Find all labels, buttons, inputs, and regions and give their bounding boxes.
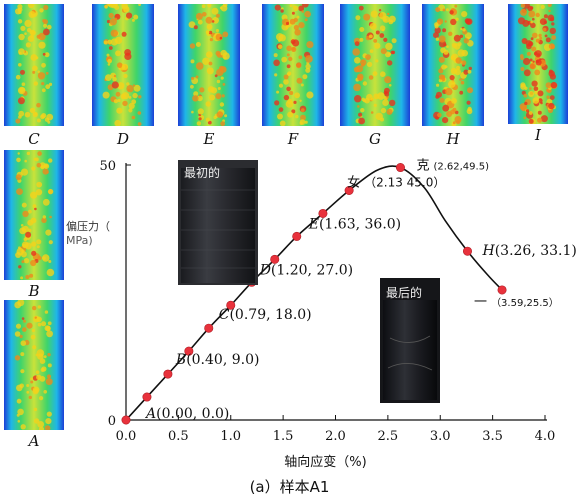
x-axis-label: 轴向应变（%) (284, 454, 366, 470)
annotation-d-value: (1.20, 27.0) (271, 262, 353, 278)
annotation-e: E(1.63, 36.0) (308, 216, 401, 232)
x-tick-label: 1.5 (273, 429, 294, 444)
data-point (226, 300, 236, 310)
data-point (270, 254, 280, 264)
annotation-i-value: （3.59,25.5） (491, 297, 559, 309)
annotation-g-value: (2.62,49.5) (433, 162, 489, 173)
data-point (395, 163, 405, 173)
dic-label-b: B (28, 282, 40, 300)
x-tick-label: 0.0 (116, 429, 137, 444)
dic-map-b (4, 150, 64, 280)
y-axis-label-line2: MPa) (66, 234, 93, 247)
dic-label-a: A (28, 432, 40, 450)
x-tick-label: 3.5 (482, 429, 503, 444)
data-point (204, 323, 214, 333)
dic-label-g: G (369, 130, 381, 148)
data-point (344, 186, 354, 196)
final-specimen-image (380, 278, 440, 403)
y-tick-label: 50 (99, 159, 116, 174)
final-photo-label: 最后的 (386, 286, 423, 300)
dic-label-i: I (535, 126, 541, 144)
dic-label-c: C (28, 130, 40, 148)
dic-label-h: H (446, 130, 460, 148)
figure-caption: (a）样本A1 (249, 478, 330, 496)
annotation-i-letter: 一 (474, 295, 487, 310)
annotation-h: H(3.26, 33.1) (481, 243, 576, 259)
annotation-i: 一 （3.59,25.5） (474, 295, 559, 310)
initial-specimen-photo (178, 160, 258, 285)
x-tick-label: 4.0 (535, 429, 556, 444)
annotation-g-letter: 克 (416, 159, 429, 174)
annotation-f-letter: 女 (347, 175, 360, 191)
data-point (497, 285, 507, 295)
annotation-d-letter: D (259, 262, 271, 278)
x-tick-label: 0.5 (168, 429, 189, 444)
annotation-d: D(1.20, 27.0) (259, 262, 353, 278)
annotation-h-value: (3.26, 33.1) (495, 243, 577, 259)
annotation-f-value: （2.13 45.0） (364, 176, 445, 190)
dic-map-e (178, 4, 240, 126)
dic-map-g (340, 4, 410, 126)
data-point (292, 231, 302, 241)
data-point (318, 208, 328, 218)
annotation-b-value: (0.40, 9.0) (186, 352, 259, 368)
x-tick-label: 2.5 (378, 429, 399, 444)
annotation-a: A(0.00, 0.0) (144, 406, 229, 422)
annotation-g: 克 (2.62,49.5) (416, 159, 489, 174)
data-point (121, 415, 131, 425)
x-tick-label: 3.0 (430, 429, 451, 444)
dic-label-f: F (287, 130, 299, 148)
annotation-e-value: (1.63, 36.0) (319, 216, 401, 232)
annotation-b: B(0.40, 9.0) (175, 352, 260, 368)
dic-map-f (262, 4, 324, 126)
x-tick-label: 2.0 (325, 429, 346, 444)
annotation-f: 女 （2.13 45.0） (347, 175, 445, 191)
initial-specimen-image (178, 160, 258, 285)
initial-photo-label: 最初的 (184, 166, 221, 180)
x-tick-label: 1.0 (220, 429, 241, 444)
annotation-e-letter: E (308, 216, 319, 232)
data-point (184, 346, 194, 356)
dic-map-c (4, 4, 64, 126)
dic-map-a (4, 300, 64, 430)
y-axis-label-line1: 偏压力（ (66, 219, 110, 233)
annotation-h-letter: H (481, 243, 495, 259)
dic-map-d (92, 4, 154, 126)
annotation-b-letter: B (175, 352, 186, 368)
final-specimen-photo (380, 278, 440, 403)
data-point (142, 392, 152, 402)
data-point (163, 369, 173, 379)
data-point (462, 246, 472, 256)
dic-label-e: E (203, 130, 215, 148)
annotation-a-letter: A (144, 406, 156, 422)
annotation-a-value: (0.00, 0.0) (156, 406, 229, 422)
dic-map-i (508, 4, 568, 124)
dic-label-d: D (116, 130, 130, 148)
annotation-c: C(0.79, 18.0) (219, 307, 312, 323)
annotation-c-value: (0.79, 18.0) (229, 307, 311, 323)
dic-map-h (422, 4, 484, 126)
y-tick-label: 0 (108, 414, 116, 429)
annotation-c-letter: C (219, 307, 230, 323)
